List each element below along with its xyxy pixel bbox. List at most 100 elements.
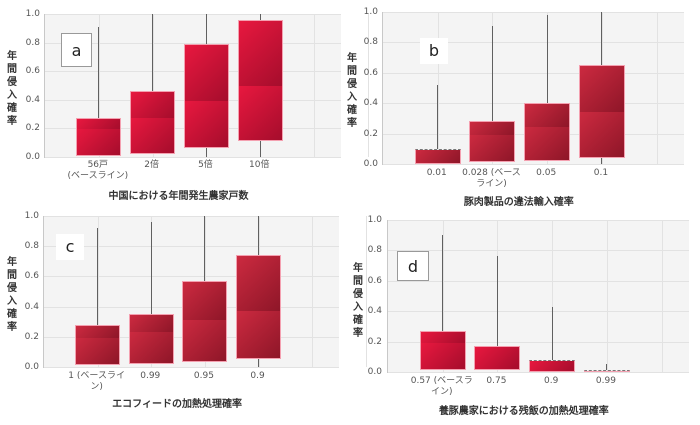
- box-lower-quartile: [77, 129, 121, 155]
- whisker: [258, 216, 260, 256]
- box-lower-quartile: [579, 111, 624, 157]
- y-tick-label: 0.0: [24, 362, 39, 372]
- y-tick-label: 0.4: [24, 301, 39, 312]
- box-d-3: [583, 370, 630, 373]
- gridline-h: [44, 367, 339, 368]
- y-axis-label: 年間侵入確率: [7, 51, 17, 127]
- box-c-2: [182, 280, 228, 363]
- gridline-h: [44, 276, 339, 278]
- gridline-h: [383, 42, 684, 44]
- y-tick-label: 0.8: [25, 37, 40, 48]
- y-tick-label: 0.0: [367, 367, 382, 377]
- whisker-low: [601, 157, 603, 164]
- gridline-v: [661, 220, 663, 372]
- gridline-h: [45, 157, 341, 158]
- panel-tag-c: c: [56, 234, 84, 260]
- x-tick-label: 0.05: [536, 168, 557, 178]
- box-upper-quartile: [470, 122, 515, 135]
- box-lower-quartile: [237, 310, 281, 359]
- box-b-1: [469, 121, 516, 163]
- y-tick-label: 1.0: [24, 211, 39, 221]
- box-c-0: [75, 324, 121, 366]
- gridline-h: [388, 311, 689, 313]
- box-lower-quartile: [238, 86, 282, 141]
- y-tick-label: 0.4: [363, 98, 378, 109]
- y-tick-label: 0.8: [367, 245, 382, 256]
- gridline-v: [552, 220, 554, 372]
- gridline-v: [312, 216, 314, 367]
- box-lower-quartile: [475, 347, 520, 370]
- box-a-0: [76, 118, 122, 156]
- box-c-1: [128, 314, 174, 364]
- box-lower-quartile: [129, 331, 173, 363]
- y-tick-label: 1.0: [367, 215, 382, 225]
- plot-area-d: [387, 220, 689, 373]
- x-axis-title: 豚肉製品の違法輸入確率: [463, 197, 574, 208]
- whisker: [601, 12, 603, 66]
- whisker: [204, 216, 206, 281]
- x-axis-title: 養豚農家における残飯の加熱処理確率: [438, 406, 609, 417]
- gridline-v: [97, 216, 99, 367]
- box-b-3: [578, 65, 625, 158]
- whisker: [551, 306, 553, 360]
- y-tick-label: 0.0: [363, 159, 378, 169]
- whisker: [606, 364, 608, 371]
- x-tick-label: 0.01: [426, 168, 447, 178]
- box-lower-quartile: [525, 126, 570, 160]
- x-tick-label: 0.1: [593, 168, 609, 178]
- x-tick-label: 0.57 (ベースラ イン): [410, 376, 473, 397]
- box-c-3: [236, 255, 282, 360]
- x-axis-title: エコフィードの加熱処理確率: [112, 399, 242, 410]
- x-tick-label: 2倍: [144, 160, 159, 170]
- box-upper-quartile: [76, 325, 120, 338]
- box-lower-quartile: [183, 319, 227, 362]
- y-tick-label: 0.6: [25, 66, 40, 77]
- y-tick-label: 0.2: [367, 336, 382, 347]
- box-a-3: [237, 19, 283, 142]
- plot-area-c: [43, 216, 367, 368]
- gridline-v: [497, 220, 499, 372]
- gridline-v: [367, 14, 369, 157]
- plot-area-b: [382, 12, 684, 165]
- gridline-h: [45, 14, 341, 15]
- whisker: [496, 256, 498, 347]
- x-tick-label: 0.9: [250, 371, 265, 381]
- gridline-v: [152, 14, 154, 157]
- panel-tag-a: a: [61, 33, 92, 67]
- gridline-v: [606, 220, 608, 372]
- gridline-v: [151, 216, 153, 367]
- x-tick-label: 56戸 (ベースライン): [67, 160, 129, 181]
- panel-tag-d: d: [397, 251, 429, 281]
- x-tick-label: 0.95: [193, 371, 214, 381]
- box-upper-quartile: [77, 119, 121, 130]
- gridline-h: [383, 164, 684, 165]
- box-upper-quartile: [525, 104, 570, 127]
- y-tick-label: 1.0: [25, 9, 40, 19]
- gridline-v: [365, 216, 367, 367]
- whisker-low: [259, 141, 261, 157]
- whisker: [152, 14, 154, 92]
- y-axis-label: 年間侵入確率: [347, 53, 357, 129]
- y-tick-label: 0.2: [24, 331, 39, 342]
- y-tick-label: 0.6: [363, 67, 378, 78]
- y-tick-label: 0.2: [25, 123, 40, 134]
- x-tick-label: 0.75: [486, 376, 507, 386]
- box-b-0: [414, 148, 461, 164]
- y-tick-label: 0.8: [24, 241, 39, 252]
- gridline-h: [45, 42, 341, 44]
- box-d-0: [419, 330, 466, 371]
- y-axis-label: 年間侵入確率: [353, 263, 363, 339]
- gridline-v: [442, 220, 444, 372]
- y-axis-label: 年間侵入確率: [7, 257, 17, 333]
- plot-area-a: [44, 14, 369, 158]
- gridline-v: [547, 12, 549, 164]
- gridline-v: [656, 12, 658, 164]
- box-lower-quartile: [184, 100, 229, 148]
- box-a-2: [183, 44, 230, 149]
- whisker-low: [258, 359, 260, 367]
- whisker: [150, 222, 152, 315]
- box-upper-quartile: [184, 45, 229, 101]
- box-lower-quartile: [470, 134, 515, 162]
- box-lower-quartile: [530, 360, 575, 371]
- box-lower-quartile: [76, 337, 120, 365]
